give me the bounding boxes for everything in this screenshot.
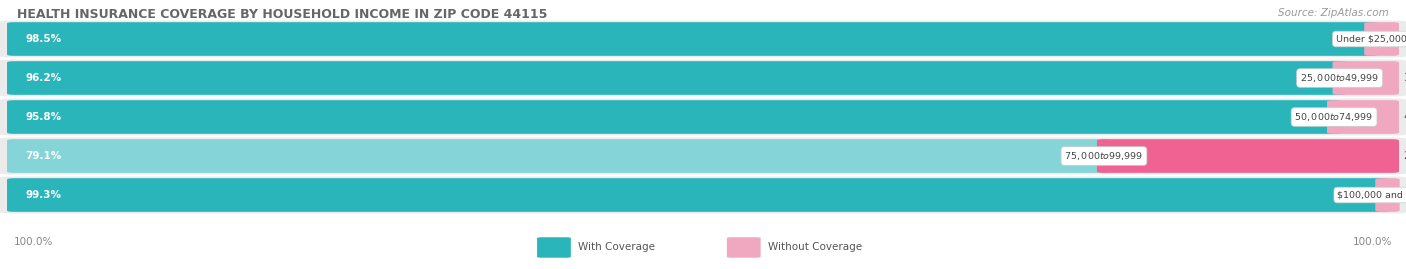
Text: 100.0%: 100.0% (1353, 237, 1392, 247)
FancyBboxPatch shape (7, 139, 1111, 173)
Text: With Coverage: With Coverage (578, 242, 655, 253)
Text: Under $25,000: Under $25,000 (1336, 34, 1406, 44)
FancyBboxPatch shape (1097, 139, 1399, 173)
FancyBboxPatch shape (7, 100, 1341, 134)
FancyBboxPatch shape (0, 99, 1406, 136)
FancyBboxPatch shape (0, 176, 1406, 214)
Text: HEALTH INSURANCE COVERAGE BY HOUSEHOLD INCOME IN ZIP CODE 44115: HEALTH INSURANCE COVERAGE BY HOUSEHOLD I… (17, 8, 547, 21)
Text: 99.3%: 99.3% (25, 190, 62, 200)
Text: 20.9%: 20.9% (1403, 151, 1406, 161)
FancyBboxPatch shape (1333, 61, 1399, 95)
Text: $25,000 to $49,999: $25,000 to $49,999 (1301, 72, 1379, 84)
FancyBboxPatch shape (0, 21, 1406, 58)
Text: 79.1%: 79.1% (25, 151, 62, 161)
Text: 98.5%: 98.5% (25, 34, 62, 44)
FancyBboxPatch shape (1375, 178, 1399, 212)
Text: $50,000 to $74,999: $50,000 to $74,999 (1295, 111, 1374, 123)
FancyBboxPatch shape (727, 237, 761, 258)
Text: 95.8%: 95.8% (25, 112, 62, 122)
Text: Without Coverage: Without Coverage (768, 242, 862, 253)
Text: $75,000 to $99,999: $75,000 to $99,999 (1064, 150, 1143, 162)
Text: 100.0%: 100.0% (14, 237, 53, 247)
FancyBboxPatch shape (0, 138, 1406, 175)
Text: 0.75%: 0.75% (1403, 190, 1406, 200)
FancyBboxPatch shape (0, 60, 1406, 97)
Text: 96.2%: 96.2% (25, 73, 62, 83)
Text: 4.2%: 4.2% (1403, 112, 1406, 122)
Text: Source: ZipAtlas.com: Source: ZipAtlas.com (1278, 8, 1389, 18)
Text: 3.8%: 3.8% (1403, 73, 1406, 83)
FancyBboxPatch shape (7, 61, 1347, 95)
FancyBboxPatch shape (7, 22, 1378, 56)
FancyBboxPatch shape (1364, 22, 1399, 56)
FancyBboxPatch shape (7, 178, 1389, 212)
FancyBboxPatch shape (1327, 100, 1399, 134)
Text: 1.5%: 1.5% (1403, 34, 1406, 44)
FancyBboxPatch shape (537, 237, 571, 258)
Text: $100,000 and over: $100,000 and over (1337, 190, 1406, 200)
